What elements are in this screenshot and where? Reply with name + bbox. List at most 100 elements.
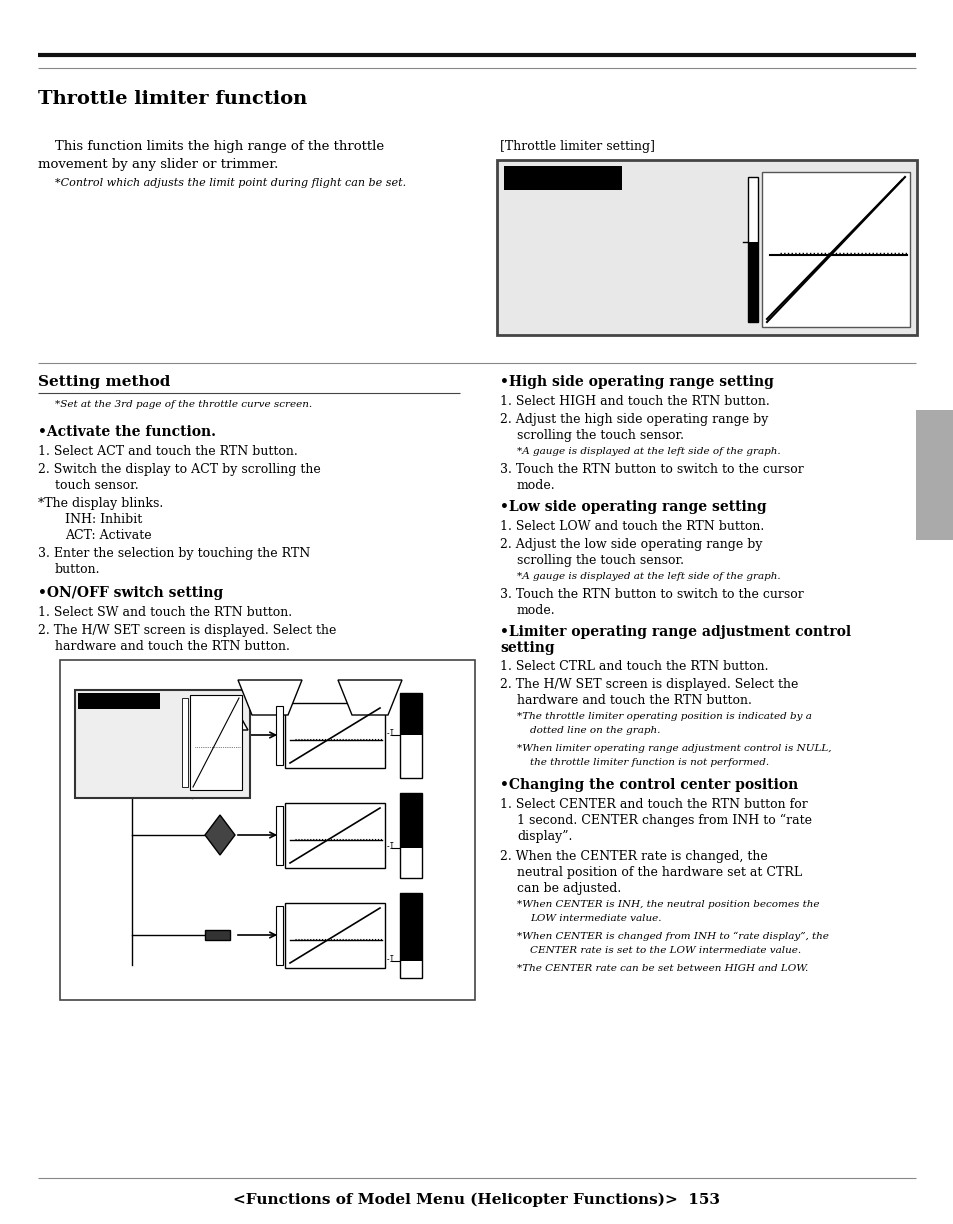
Text: 1. Select CENTER and touch the RTN button for: 1. Select CENTER and touch the RTN butto… (499, 798, 807, 812)
Text: Throttle limiter function: Throttle limiter function (38, 91, 307, 108)
Text: ACT  SW  CTRL: ACT SW CTRL (505, 222, 603, 235)
Text: •Limiter operating range adjustment control: •Limiter operating range adjustment cont… (499, 625, 850, 639)
Text: *The CENTER rate can be set between HIGH and LOW.: *The CENTER rate can be set between HIGH… (517, 965, 807, 973)
Text: button.: button. (55, 563, 100, 577)
Text: -I: -I (386, 842, 395, 851)
Text: mode.: mode. (517, 479, 555, 492)
Text: THR LIMITER: THR LIMITER (505, 196, 598, 211)
Text: •Changing the control center position: •Changing the control center position (499, 778, 798, 792)
Text: 1. Select CTRL and touch the RTN button.: 1. Select CTRL and touch the RTN button. (499, 660, 768, 673)
Text: -I: -I (386, 955, 395, 965)
Text: 3. Touch the RTN button to switch to the cursor: 3. Touch the RTN button to switch to the… (499, 463, 803, 476)
Text: LOW intermediate value.: LOW intermediate value. (530, 914, 660, 923)
Text: display”.: display”. (517, 830, 572, 843)
Text: NORMAL: NORMAL (679, 196, 740, 214)
Text: 80   15       55: 80 15 55 (510, 293, 656, 307)
Bar (275, 706, 283, 765)
Text: *Set at the 3rd page of the throttle curve screen.: *Set at the 3rd page of the throttle cur… (55, 400, 312, 409)
Polygon shape (205, 815, 234, 856)
Text: This function limits the high range of the throttle: This function limits the high range of t… (38, 140, 384, 153)
Text: *A gauge is displayed at the left side of the graph.: *A gauge is displayed at the left side o… (517, 572, 780, 581)
Bar (285, 703, 385, 767)
Bar (399, 693, 421, 778)
Text: 1. Select LOW and touch the RTN button.: 1. Select LOW and touch the RTN button. (499, 520, 763, 532)
Polygon shape (337, 681, 401, 715)
Text: <Functions of Model Menu (Helicopter Functions)>  153: <Functions of Model Menu (Helicopter Fun… (233, 1193, 720, 1207)
Text: *The throttle limiter operating position is indicated by a: *The throttle limiter operating position… (517, 712, 811, 721)
Text: dotted line on the graph.: dotted line on the graph. (530, 726, 659, 734)
Text: 2. The H/W SET screen is displayed. Select the: 2. The H/W SET screen is displayed. Sele… (499, 678, 798, 692)
Text: scrolling the touch sensor.: scrolling the touch sensor. (517, 428, 683, 442)
Text: 2. Adjust the low side operating range by: 2. Adjust the low side operating range b… (499, 539, 761, 551)
Text: can be adjusted.: can be adjusted. (517, 883, 620, 895)
Bar (285, 803, 385, 868)
Text: *When limiter operating range adjustment control is NULL,: *When limiter operating range adjustment… (517, 744, 831, 753)
Text: NORMAL: NORMAL (631, 166, 677, 180)
Bar (761, 173, 909, 327)
Text: ON   --   RS: ON -- RS (505, 244, 606, 258)
Bar (78, 693, 160, 709)
Bar (75, 690, 250, 798)
Text: *When CENTER is INH, the neutral position becomes the: *When CENTER is INH, the neutral positio… (517, 900, 819, 909)
Text: *A gauge is displayed at the left side of the graph.: *A gauge is displayed at the left side o… (517, 447, 780, 457)
Text: 2. The H/W SET screen is displayed. Select the: 2. The H/W SET screen is displayed. Sele… (38, 624, 336, 636)
Text: -I: -I (386, 730, 395, 738)
Bar (399, 894, 421, 978)
Text: CENTER rate is set to the LOW intermediate value.: CENTER rate is set to the LOW intermedia… (530, 946, 801, 955)
Text: 80  15   55: 80 15 55 (78, 770, 129, 776)
Text: HIGH LOWSBNTER: HIGH LOWSBNTER (78, 756, 118, 763)
Text: 2. Adjust the high side operating range by: 2. Adjust the high side operating range … (499, 412, 767, 426)
Text: THR CURVE: THR CURVE (505, 166, 573, 180)
Text: hardware and touch the RTN button.: hardware and touch the RTN button. (517, 694, 751, 707)
Text: HIGH LOW CENTER: HIGH LOW CENTER (505, 271, 612, 283)
Text: ON  --   RS: ON -- RS (78, 742, 119, 747)
Text: 3. Touch the RTN button to switch to the cursor: 3. Touch the RTN button to switch to the… (499, 588, 803, 601)
Text: 1. Select ACT and touch the RTN button.: 1. Select ACT and touch the RTN button. (38, 446, 297, 458)
Text: *When CENTER is changed from INH to “rate display”, the: *When CENTER is changed from INH to “rat… (517, 931, 828, 941)
Bar (399, 894, 421, 961)
Text: the throttle limiter function is not performed.: the throttle limiter function is not per… (530, 758, 768, 767)
Polygon shape (237, 681, 302, 715)
Bar (399, 693, 421, 734)
Bar (275, 906, 283, 965)
Text: 1. Select HIGH and touch the RTN button.: 1. Select HIGH and touch the RTN button. (499, 395, 769, 408)
Text: ACT: Activate: ACT: Activate (65, 529, 152, 542)
Bar (747, 177, 758, 322)
Bar (182, 698, 188, 787)
Text: •ON/OFF switch setting: •ON/OFF switch setting (38, 586, 223, 600)
Text: •Low side operating range setting: •Low side operating range setting (499, 499, 766, 514)
Text: touch sensor.: touch sensor. (55, 479, 138, 492)
Bar (915, 410, 953, 540)
Text: *Control which adjusts the limit point during flight can be set.: *Control which adjusts the limit point d… (55, 177, 406, 188)
Bar (275, 805, 283, 865)
Text: scrolling the touch sensor.: scrolling the touch sensor. (517, 554, 683, 567)
Text: INH: Inhibit: INH: Inhibit (65, 513, 142, 526)
Text: hardware and touch the RTN button.: hardware and touch the RTN button. (55, 640, 290, 652)
Text: THR LIMITER  NORMAL: THR LIMITER NORMAL (78, 712, 149, 717)
Text: 3/3: 3/3 (797, 166, 820, 180)
Text: 1. Select SW and touch the RTN button.: 1. Select SW and touch the RTN button. (38, 606, 292, 619)
Bar (747, 242, 758, 322)
Bar (399, 793, 421, 848)
Text: NORMAL  3/: NORMAL 3/ (163, 694, 200, 699)
Bar (285, 903, 385, 968)
Text: 2. When the CENTER rate is changed, the: 2. When the CENTER rate is changed, the (499, 849, 767, 863)
Text: [Throttle limiter setting]: [Throttle limiter setting] (499, 140, 655, 153)
Bar (497, 160, 916, 335)
Polygon shape (205, 930, 230, 940)
Text: *The display blinks.: *The display blinks. (38, 497, 163, 510)
Text: 2. Switch the display to ACT by scrolling the: 2. Switch the display to ACT by scrollin… (38, 463, 320, 476)
Text: Setting method: Setting method (38, 375, 171, 389)
Text: movement by any slider or trimmer.: movement by any slider or trimmer. (38, 158, 278, 171)
Text: 3. Enter the selection by touching the RTN: 3. Enter the selection by touching the R… (38, 547, 310, 561)
Text: setting: setting (499, 641, 554, 655)
Text: mode.: mode. (517, 603, 555, 617)
Text: ACT SW  CTRL: ACT SW CTRL (78, 728, 123, 733)
Bar (60, 660, 475, 1000)
Text: •High side operating range setting: •High side operating range setting (499, 375, 773, 389)
Text: •Activate the function.: •Activate the function. (38, 425, 215, 439)
Bar (503, 166, 621, 190)
Bar (399, 793, 421, 878)
Text: neutral position of the hardware set at CTRL: neutral position of the hardware set at … (517, 867, 801, 879)
Bar (190, 695, 242, 789)
